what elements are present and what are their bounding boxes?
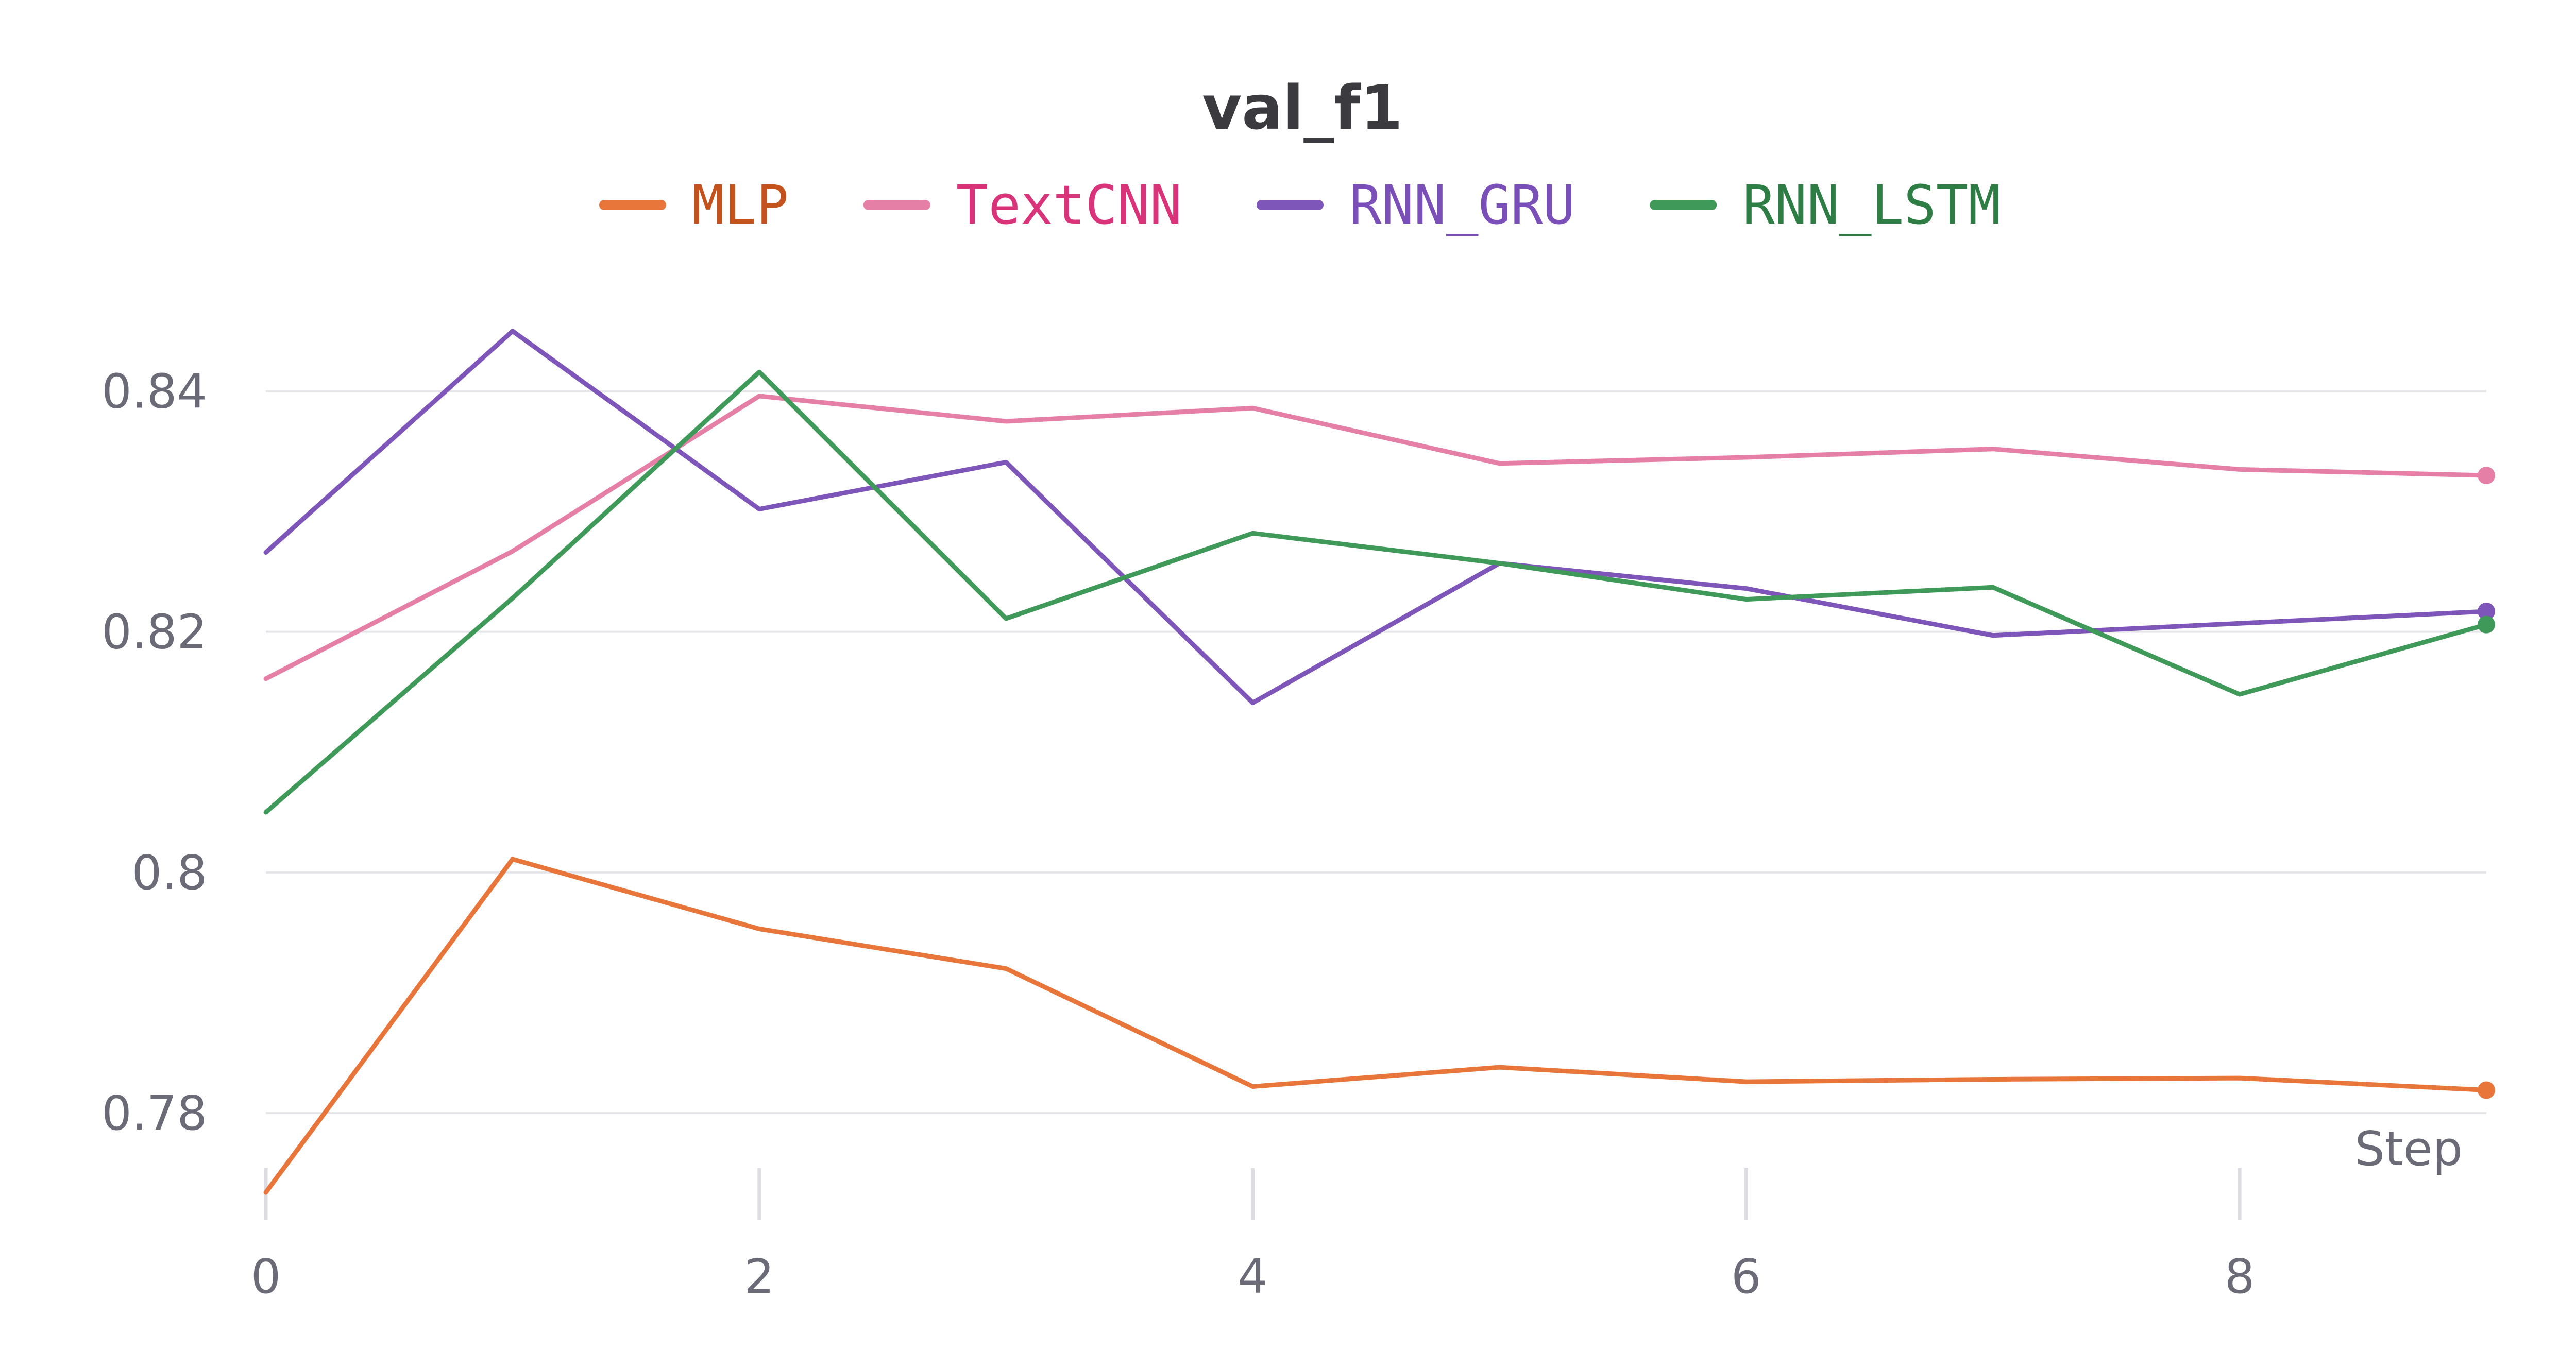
y-tick-label: 0.82: [101, 605, 207, 660]
y-tick-label: 0.8: [132, 845, 207, 900]
x-tick-label: 6: [1731, 1249, 1761, 1304]
legend-item: MLP: [599, 174, 789, 236]
legend-item: RNN_GRU: [1257, 174, 1575, 236]
series-end-point: [2478, 467, 2495, 485]
legend-label: MLP: [692, 174, 789, 236]
y-axis: 0.78 0.8 0.82 0.84: [101, 364, 207, 1141]
x-axis-title: Step: [2355, 1121, 2463, 1176]
series-end-point: [2478, 602, 2495, 620]
legend-label: TextCNN: [956, 174, 1182, 236]
y-tick-label: 0.78: [101, 1086, 207, 1141]
legend-item: TextCNN: [863, 174, 1182, 236]
x-axis: 0 2 4 6 8: [251, 1168, 2255, 1304]
y-tick-label: 0.84: [101, 364, 207, 419]
legend-label: RNN_LSTM: [1742, 174, 2001, 236]
series-line-rnn-lstm: [263, 369, 2489, 815]
legend: MLP TextCNN RNN_GRU RNN_LSTM: [599, 174, 2001, 236]
x-tick-label: 4: [1238, 1249, 1268, 1304]
legend-label: RNN_GRU: [1349, 174, 1575, 236]
series-end-point: [2478, 615, 2495, 634]
series-lines: [263, 329, 2495, 1195]
series-line-rnn-gru: [263, 329, 2489, 705]
x-tick-label: 8: [2225, 1249, 2255, 1304]
series-line-mlp: [263, 857, 2489, 1195]
legend-item: RNN_LSTM: [1650, 174, 2001, 236]
chart-title: val_f1: [1202, 72, 1402, 143]
x-tick-label: 0: [251, 1249, 281, 1304]
series-line-textcnn: [263, 394, 2489, 681]
series-end-point: [2478, 1081, 2495, 1099]
x-tick-label: 2: [744, 1249, 775, 1304]
